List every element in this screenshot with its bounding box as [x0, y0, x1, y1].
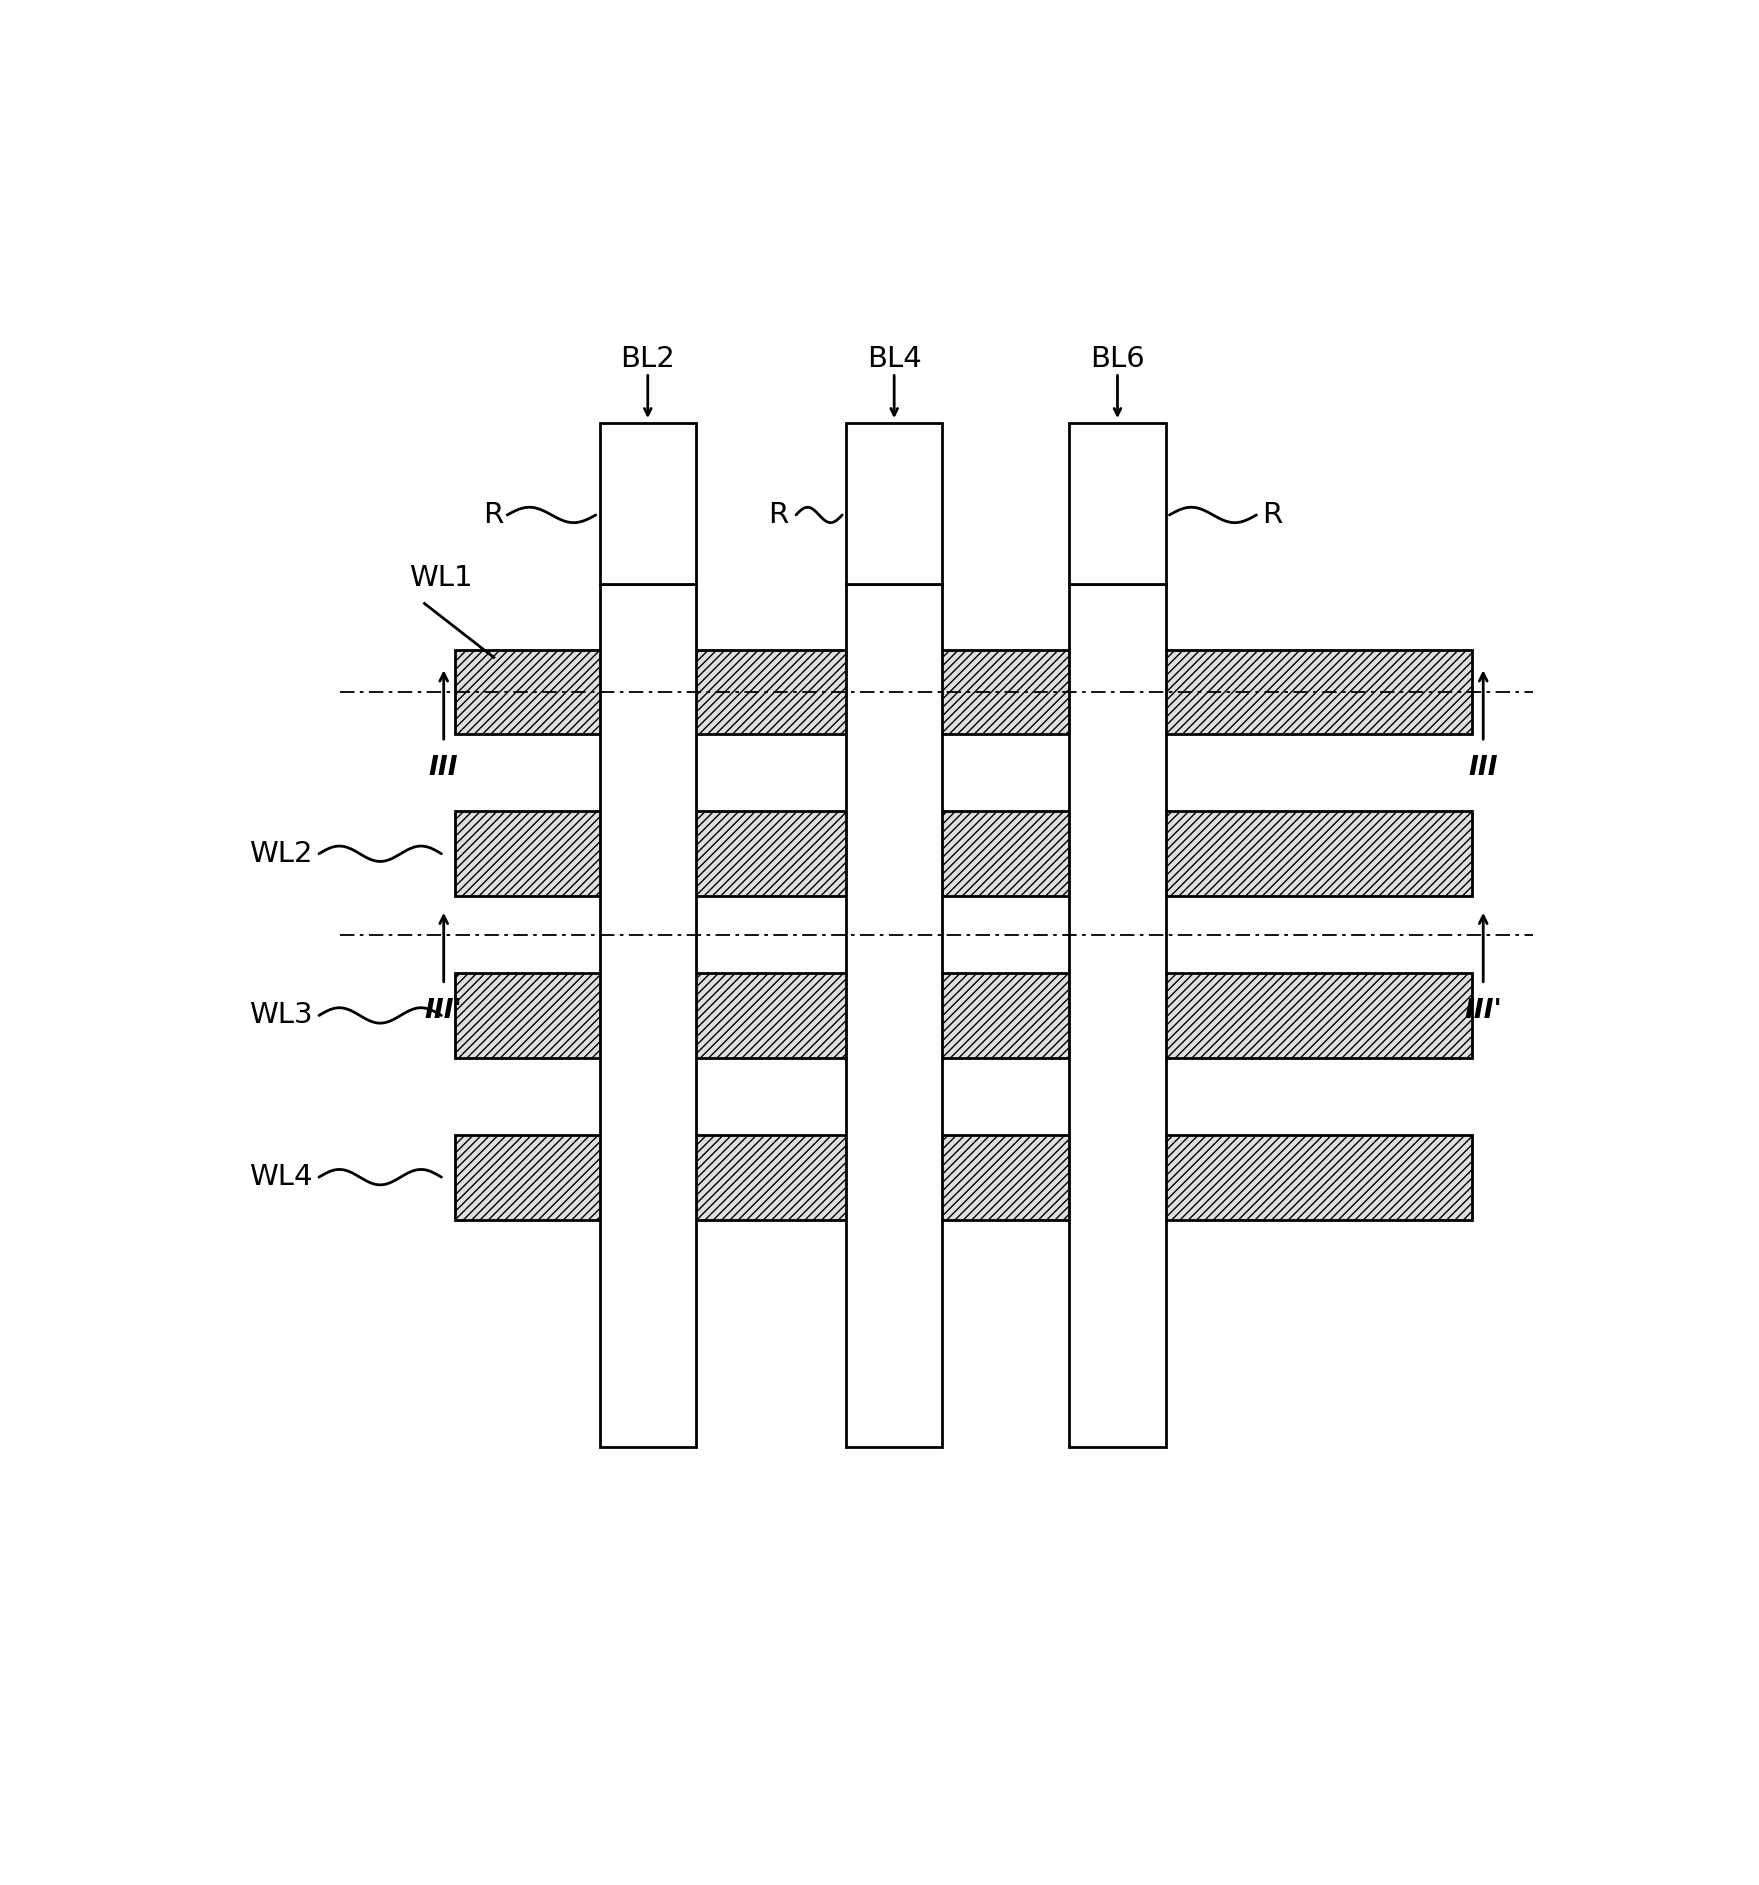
Text: III': III' — [1463, 997, 1502, 1024]
Text: R: R — [484, 501, 503, 530]
Text: WL2: WL2 — [250, 839, 313, 867]
Text: BL4: BL4 — [867, 345, 922, 373]
Bar — [600, 422, 697, 584]
Text: WL1: WL1 — [410, 564, 473, 592]
Text: WL4: WL4 — [250, 1163, 313, 1191]
Bar — [456, 650, 1472, 735]
Bar — [600, 584, 697, 1446]
Bar — [846, 584, 943, 1446]
Text: WL3: WL3 — [250, 1001, 313, 1029]
Text: III': III' — [426, 997, 463, 1024]
Bar — [456, 973, 1472, 1057]
Bar — [1069, 584, 1166, 1446]
Text: BL6: BL6 — [1091, 345, 1145, 373]
Text: BL2: BL2 — [621, 345, 675, 373]
Text: III: III — [1469, 756, 1499, 780]
Bar — [846, 422, 943, 584]
Bar — [1069, 422, 1166, 584]
Text: R: R — [1261, 501, 1282, 530]
Text: III: III — [429, 756, 459, 780]
Text: R: R — [769, 501, 788, 530]
Bar — [456, 811, 1472, 895]
Bar — [456, 1135, 1472, 1220]
